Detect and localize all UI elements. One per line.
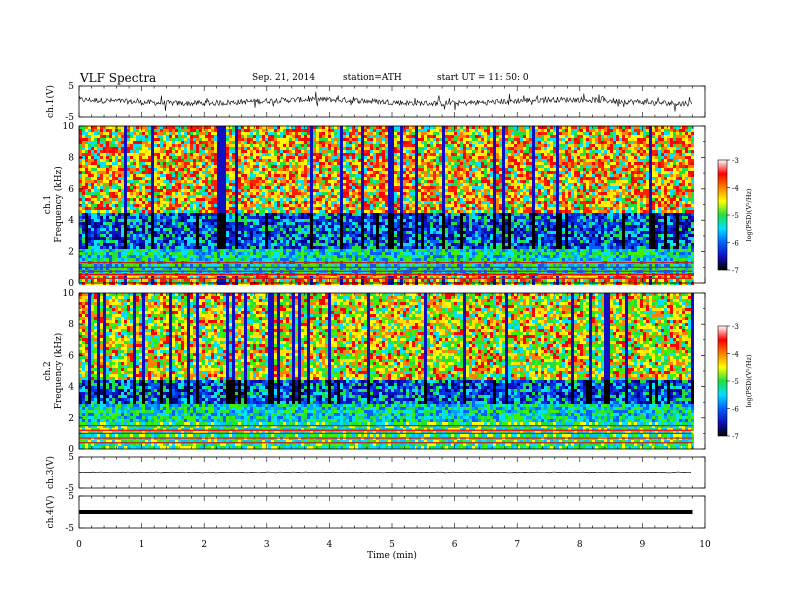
- y-tick-label: 10: [63, 122, 75, 132]
- ch1-spectrogram-ylabel: Frequency (kHz): [53, 166, 64, 243]
- x-tick-label: 0: [76, 540, 82, 550]
- colorbar-tick-label: -6: [732, 406, 739, 414]
- x-tick-label: 6: [452, 540, 458, 550]
- colorbar-label: log(PSD)(V²/Hz): [745, 354, 753, 407]
- ch1-spectrogram-channel-label: ch.1: [43, 195, 53, 214]
- colorbar-tick-label: -3: [732, 323, 739, 331]
- colorbar-tick-label: -5: [732, 378, 739, 386]
- y-tick-label: 4: [68, 216, 74, 226]
- x-tick-label: 2: [201, 540, 207, 550]
- ch1-waveform-panel: 5-5ch.1(V): [45, 82, 705, 123]
- y-tick-label: 5: [68, 492, 74, 502]
- ch2-spectrogram-channel-label: ch.2: [43, 361, 53, 380]
- colorbar-tick-label: -6: [732, 240, 739, 248]
- waveform-line: [79, 92, 692, 112]
- y-tick-label: 2: [68, 414, 74, 424]
- ch3-waveform-ylabel: ch.3(V): [45, 456, 56, 489]
- ch4-waveform-panel: 5 -5 ch.4(V): [45, 492, 705, 534]
- colorbar-tick-label: -7: [732, 267, 739, 275]
- y-tick-label: 6: [68, 351, 74, 361]
- x-tick-label: 5: [389, 540, 395, 550]
- y-tick-label: 8: [68, 153, 74, 163]
- ch3-waveform-panel: 5-5ch.3(V): [45, 453, 705, 494]
- x-tick-label: 7: [514, 540, 520, 550]
- y-tick-label: 10: [63, 289, 75, 299]
- x-tick-label: 4: [327, 540, 333, 550]
- colorbar-tick-label: -4: [732, 351, 739, 359]
- ch4-waveform-ylabel: ch.4(V): [45, 496, 56, 529]
- colorbar-gradient: [718, 160, 727, 270]
- colorbar-gradient: [718, 326, 727, 436]
- y-tick-label: 2: [68, 248, 74, 258]
- x-tick-label: 8: [577, 540, 583, 550]
- y-tick-label: 4: [68, 383, 74, 393]
- waveform-line: [79, 472, 691, 473]
- colorbar-tick-label: -7: [732, 433, 739, 441]
- x-tick-label: 1: [139, 540, 145, 550]
- y-tick-label: -5: [65, 524, 74, 534]
- x-tick-label: 10: [699, 540, 711, 550]
- colorbar-tick-label: -4: [732, 185, 739, 193]
- y-tick-label: 5: [68, 82, 74, 92]
- colorbar-label: log(PSD)(V²/Hz): [745, 188, 753, 241]
- colorbar-tick-label: -5: [732, 212, 739, 220]
- colorbar-1: -3 -4 -5 -6 -7 log(PSD)(V²/Hz): [718, 157, 753, 275]
- y-tick-label: 8: [68, 320, 74, 330]
- ch1-spectrogram-image: [79, 126, 694, 285]
- ch1-waveform-trace: [79, 92, 692, 112]
- y-tick-label: 5: [68, 453, 74, 463]
- x-tick-label: 9: [640, 540, 646, 550]
- colorbar-2: -3 -4 -5 -6 -7 log(PSD)(V²/Hz): [718, 323, 753, 441]
- colorbar-tick-label: -3: [732, 157, 739, 165]
- ch2-spectrogram-image: [79, 293, 694, 449]
- x-tick-label: 3: [264, 540, 270, 550]
- ch2-spectrogram-ylabel: Frequency (kHz): [53, 333, 64, 410]
- x-axis-title: Time (min): [367, 550, 417, 561]
- ch1-spectrogram-panel: 0 2 4 6 8 10 ch.1 Frequency (kHz): [43, 122, 705, 289]
- ch3-waveform-trace: [79, 472, 691, 473]
- y-tick-label: 6: [68, 185, 74, 195]
- y-tick-label: 0: [68, 279, 74, 289]
- ch1-waveform-ylabel: ch.1(V): [45, 85, 56, 118]
